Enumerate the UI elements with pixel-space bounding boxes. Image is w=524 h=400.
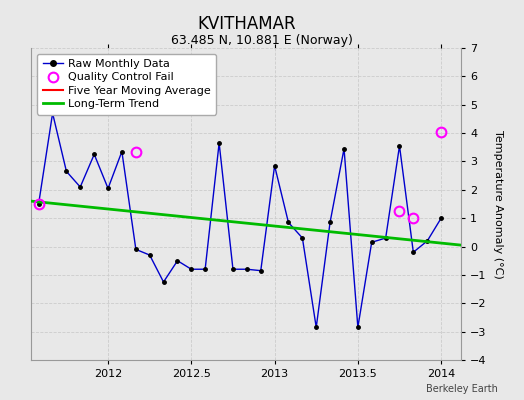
Legend: Raw Monthly Data, Quality Control Fail, Five Year Moving Average, Long-Term Tren: Raw Monthly Data, Quality Control Fail, … — [37, 54, 216, 115]
Title: KVITHAMAR: KVITHAMAR — [197, 14, 296, 32]
Y-axis label: Temperature Anomaly (°C): Temperature Anomaly (°C) — [493, 130, 504, 278]
Text: Berkeley Earth: Berkeley Earth — [426, 384, 498, 394]
Text: 63.485 N, 10.881 E (Norway): 63.485 N, 10.881 E (Norway) — [171, 34, 353, 47]
